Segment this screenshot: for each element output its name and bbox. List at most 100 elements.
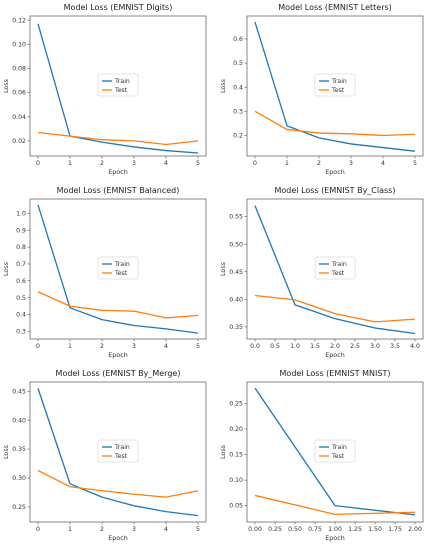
chart-panel: Model Loss (EMNIST Balanced) 0.3 0.4 0.5 0.6… — [0, 183, 217, 366]
chart-title: Model Loss (EMNIST By_Merge) — [56, 369, 181, 378]
chart-title: Model Loss (EMNIST MNIST) — [280, 369, 391, 378]
y-tick-label: 0.30 — [12, 475, 26, 482]
x-tick-label: 2 — [100, 160, 104, 167]
plot-frame — [29, 198, 207, 340]
x-tick-label: 4 — [164, 526, 168, 533]
x-tick-label: 0.00 — [248, 526, 262, 533]
y-tick-label: 0.35 — [12, 446, 26, 453]
legend-label: Test — [331, 453, 345, 460]
legend-label: Test — [331, 87, 345, 94]
y-tick-label: 0.25 — [12, 504, 26, 511]
x-tick-label: 1.5 — [310, 343, 320, 350]
chart-panel: Model Loss (EMNIST MNIST) 0.05 0.10 0.15 0.2… — [217, 366, 434, 549]
chart-title: Model Loss (EMNIST Letters) — [278, 3, 392, 12]
x-tick-label: 0 — [36, 160, 40, 167]
x-tick-label: 0.0 — [250, 343, 260, 350]
legend-label: Train — [331, 444, 347, 451]
series-line-train — [254, 387, 416, 516]
x-tick-label: 3 — [349, 160, 353, 167]
x-tick-label: 1 — [68, 526, 72, 533]
y-tick-label: 0.04 — [12, 114, 26, 121]
x-tick-label: 0.5 — [270, 343, 280, 350]
plot-frame — [29, 381, 207, 523]
x-tick-label: 0.75 — [308, 526, 322, 533]
chart-svg: Model Loss (EMNIST By_Merge) 0.25 0.30 0.35… — [2, 369, 207, 542]
y-tick-label: 0.05 — [229, 503, 243, 510]
y-tick-label: 0.35 — [229, 324, 243, 331]
plot-frame — [29, 15, 207, 157]
x-axis-label: Epoch — [108, 534, 128, 542]
y-axis-label: Loss — [2, 78, 10, 93]
y-tick-label: 0.45 — [12, 388, 26, 395]
chart-panel: Model Loss (EMNIST By_Merge) 0.25 0.30 0.35… — [0, 366, 217, 549]
series-line-test — [37, 291, 199, 319]
y-tick-label: 0.6 — [16, 278, 26, 285]
legend-label: Test — [331, 270, 345, 277]
x-tick-label: 1.0 — [290, 343, 300, 350]
y-tick-label: 0.40 — [229, 296, 243, 303]
y-tick-label: 0.45 — [229, 269, 243, 276]
series-line-test — [37, 131, 199, 146]
x-axis-label: Epoch — [325, 534, 345, 542]
legend-label: Train — [331, 78, 347, 85]
y-tick-label: 0.5 — [16, 295, 26, 302]
x-tick-label: 4 — [164, 160, 168, 167]
x-axis-label: Epoch — [325, 351, 345, 359]
legend-label: Train — [114, 444, 130, 451]
x-tick-label: 1 — [68, 343, 72, 350]
y-axis-label: Loss — [219, 78, 227, 93]
y-tick-label: 0.8 — [16, 244, 26, 251]
chart-svg: Model Loss (EMNIST By_Class) 0.35 0.40 0.45… — [219, 186, 424, 359]
y-tick-label: 0.3 — [233, 108, 243, 115]
legend-label: Train — [114, 78, 130, 85]
chart-title: Model Loss (EMNIST Digits) — [64, 3, 173, 12]
x-tick-label: 3.0 — [370, 343, 380, 350]
y-axis-label: Loss — [2, 444, 10, 459]
legend-label: Test — [114, 87, 128, 94]
chart-panel: Model Loss (EMNIST By_Class) 0.35 0.40 0.45… — [217, 183, 434, 366]
x-tick-label: 0.50 — [288, 526, 302, 533]
y-tick-label: 0.08 — [12, 66, 26, 73]
y-tick-label: 0.4 — [233, 84, 243, 91]
series-line-test — [254, 110, 416, 137]
legend-label: Test — [114, 270, 128, 277]
legend-label: Train — [331, 261, 347, 268]
y-tick-label: 0.2 — [233, 133, 243, 140]
y-tick-label: 0.06 — [12, 90, 26, 97]
y-tick-label: 0.25 — [229, 401, 243, 408]
y-tick-label: 1.0 — [16, 210, 26, 217]
y-axis-label: Loss — [219, 261, 227, 276]
series-line-train — [37, 204, 199, 334]
x-tick-label: 2.00 — [408, 526, 422, 533]
y-tick-label: 0.10 — [229, 477, 243, 484]
x-tick-label: 0 — [36, 343, 40, 350]
y-tick-label: 0.4 — [16, 312, 26, 319]
y-tick-label: 0.10 — [12, 41, 26, 48]
chart-title: Model Loss (EMNIST Balanced) — [57, 186, 180, 195]
x-tick-label: 2.5 — [350, 343, 360, 350]
y-tick-label: 0.55 — [229, 214, 243, 221]
y-axis-label: Loss — [2, 261, 10, 276]
x-tick-label: 3.5 — [390, 343, 400, 350]
x-tick-label: 5 — [196, 160, 200, 167]
chart-svg: Model Loss (EMNIST Balanced) 0.3 0.4 0.5 0.6… — [2, 186, 207, 359]
x-tick-label: 4.0 — [410, 343, 420, 350]
y-tick-label: 0.6 — [233, 36, 243, 43]
x-tick-label: 0.25 — [268, 526, 282, 533]
legend-label: Train — [114, 261, 130, 268]
legend-label: Test — [114, 453, 128, 460]
chart-svg: Model Loss (EMNIST Digits) 0.02 0.04 0.06 0.… — [2, 3, 207, 176]
x-tick-label: 0 — [36, 526, 40, 533]
chart-svg: Model Loss (EMNIST MNIST) 0.05 0.10 0.15 0.2… — [219, 369, 424, 542]
x-tick-label: 4 — [164, 343, 168, 350]
x-tick-label: 3 — [132, 343, 136, 350]
series-line-train — [37, 23, 199, 154]
x-tick-label: 0 — [253, 160, 257, 167]
x-tick-label: 1.50 — [368, 526, 382, 533]
y-tick-label: 0.40 — [12, 417, 26, 424]
y-tick-label: 0.3 — [16, 329, 26, 336]
y-tick-label: 0.50 — [229, 241, 243, 248]
x-tick-label: 1 — [68, 160, 72, 167]
x-axis-label: Epoch — [108, 351, 128, 359]
